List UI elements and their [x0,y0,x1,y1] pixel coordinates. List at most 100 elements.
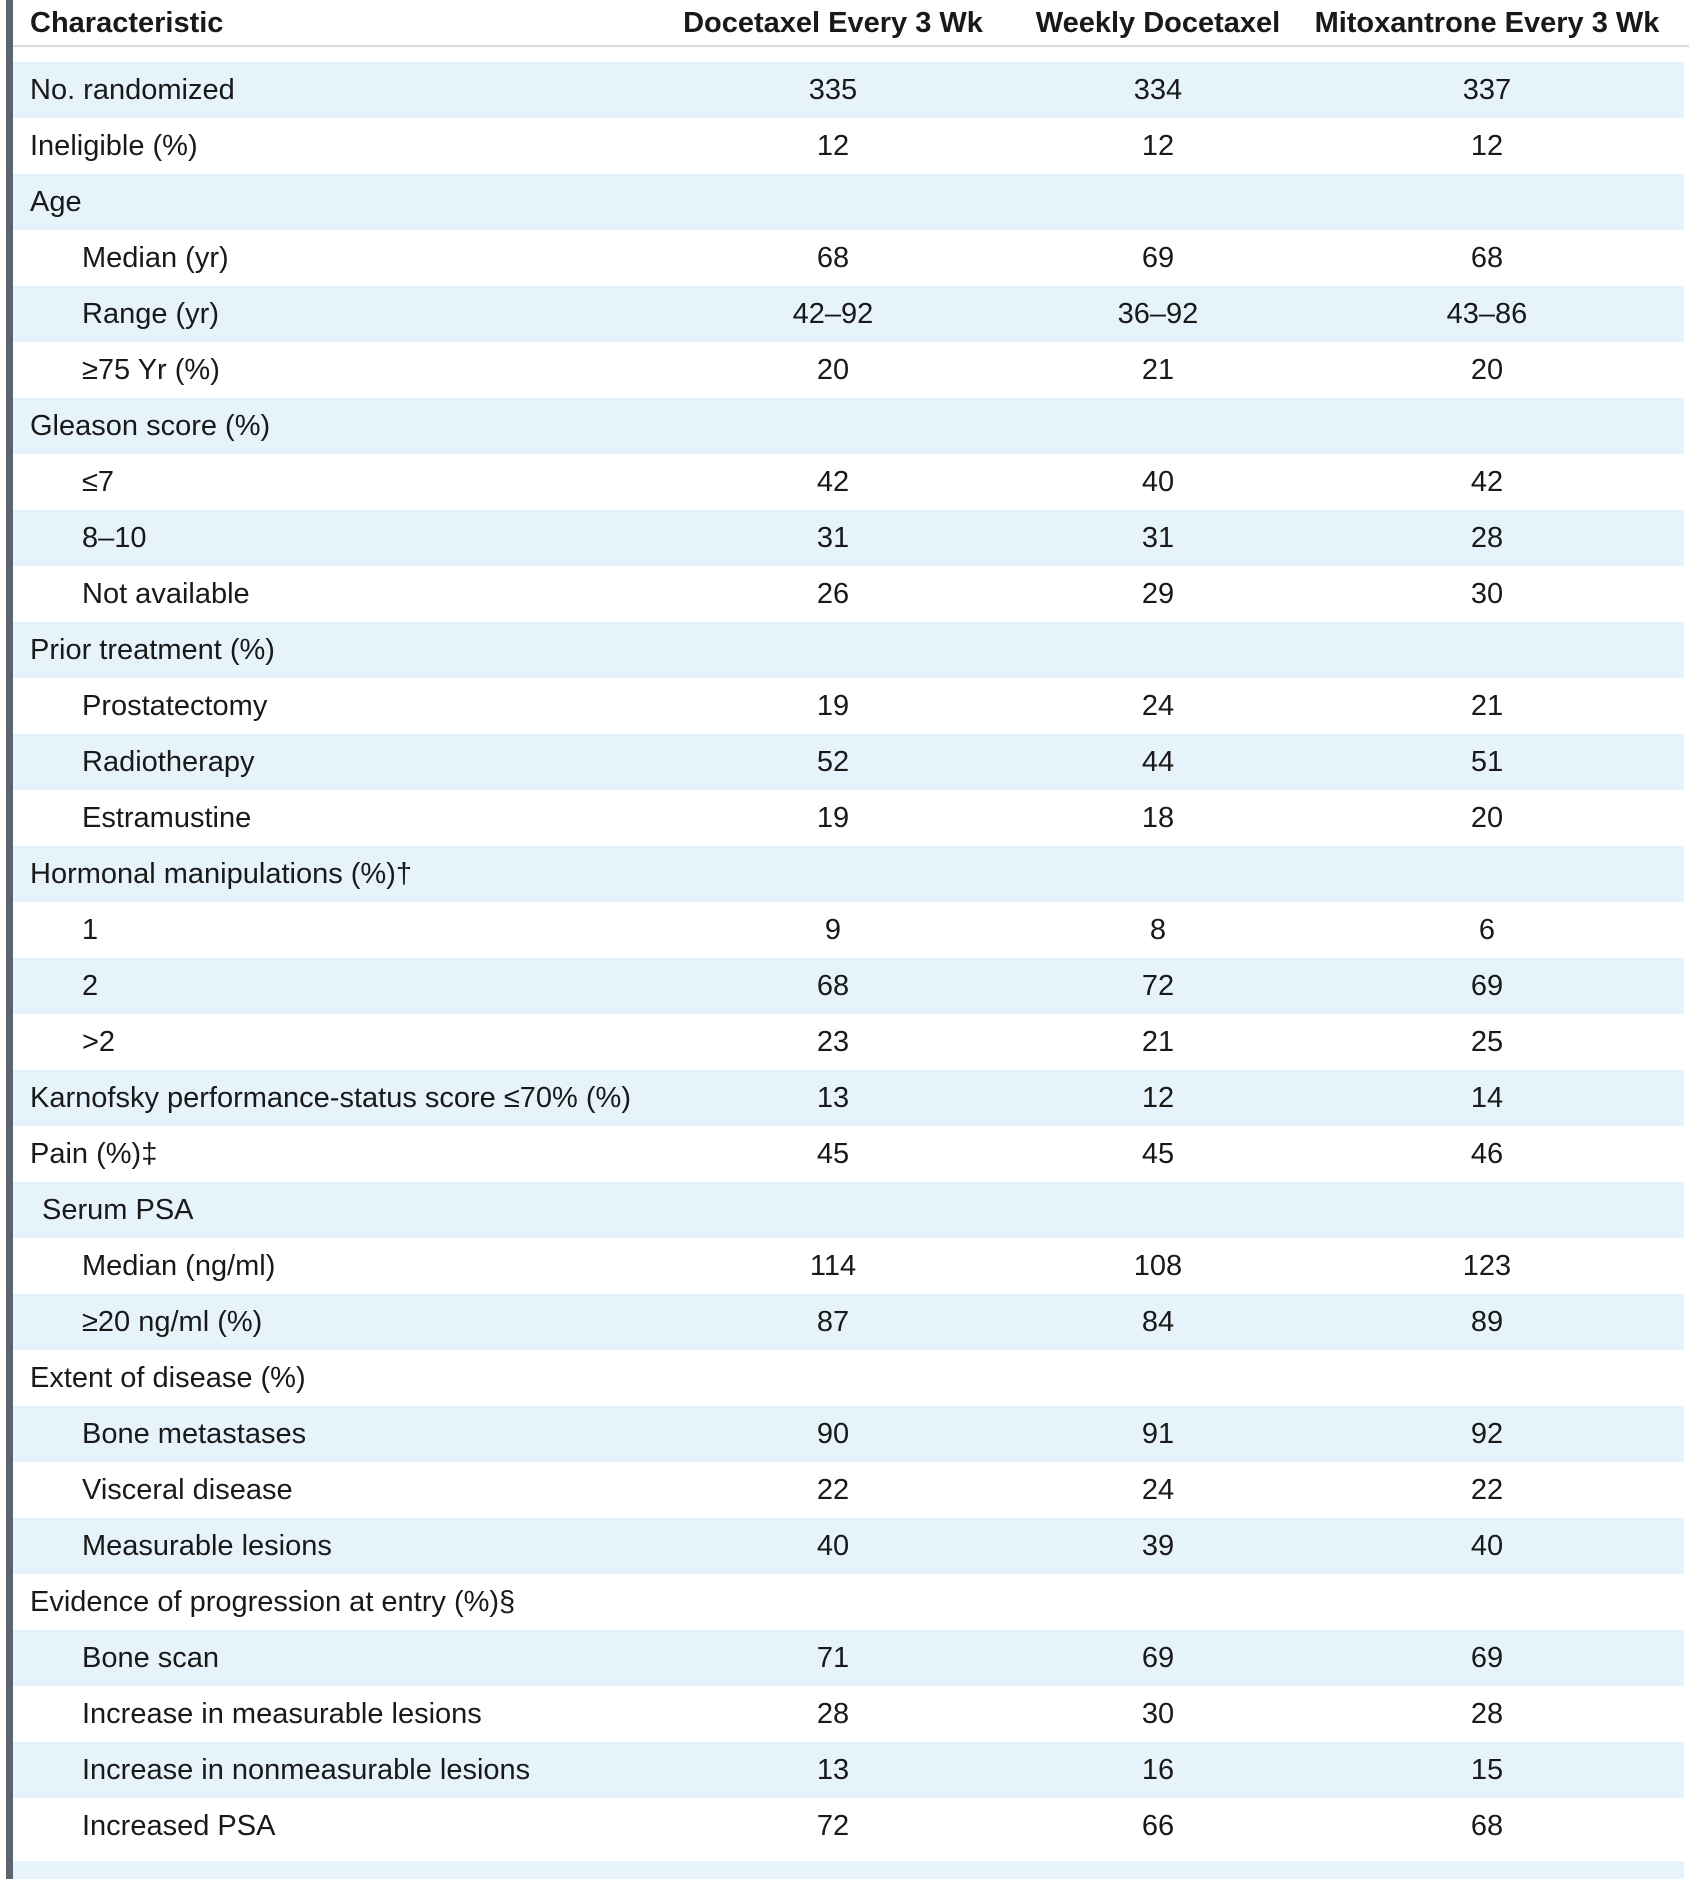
row-label: Not available [82,578,250,610]
table-row: Bone metastases 90 91 92 [13,1406,1684,1462]
row-value: 23 [816,1026,850,1058]
row-value: 36–92 [1117,298,1199,330]
table-row: Increase in measurable lesions 28 30 28 [13,1686,1684,1742]
row-value: 92 [1470,1418,1504,1450]
row-value: 25 [1470,1026,1504,1058]
row-value: 44 [1141,746,1175,778]
row-value: 19 [816,802,850,834]
table-row: Prostatectomy 19 24 21 [13,678,1684,734]
table-row: Radiotherapy 52 44 51 [13,734,1684,790]
row-value: 72 [816,1810,850,1842]
row-value: 21 [1470,690,1504,722]
row-value: 24 [1141,1474,1175,1506]
row-value: 9 [824,914,842,946]
row-label: Increase in measurable lesions [82,1698,482,1730]
row-value: 15 [1470,1754,1504,1786]
row-label: ≤7 [82,466,115,498]
row-value: 40 [816,1530,850,1562]
row-value: 21 [1141,354,1175,386]
row-label: Visceral disease [82,1474,293,1506]
row-value: 21 [1141,1026,1175,1058]
row-value: 12 [1141,1082,1175,1114]
row-label: Karnofsky performance-status score ≤70% … [30,1082,631,1114]
row-value: 68 [1470,1810,1504,1842]
row-value: 31 [1141,522,1175,554]
column-header-docetaxel-every-3-wk: Docetaxel Every 3 Wk [683,7,983,39]
table-row: Increase in nonmeasurable lesions 13 16 15 [13,1742,1684,1798]
row-value: 13 [816,1082,850,1114]
row-label: Evidence of progression at entry (%)§ [30,1586,516,1618]
row-value: 114 [809,1250,857,1282]
table-row: Gleason score (%) [13,398,1684,454]
row-label: Measurable lesions [82,1530,332,1562]
row-value: 87 [816,1306,850,1338]
table-row: ≥75 Yr (%) 20 21 20 [13,342,1684,398]
row-value: 6 [1478,914,1496,946]
row-value: 12 [1141,130,1175,162]
row-label: >2 [82,1026,116,1058]
row-value: 8 [1149,914,1167,946]
table-row: Measurable lesions 40 39 40 [13,1518,1684,1574]
row-value: 335 [808,74,858,106]
table-row: Extent of disease (%) [13,1350,1684,1406]
row-value: 30 [1470,578,1504,610]
row-value: 334 [1133,74,1183,106]
row-value: 31 [816,522,850,554]
row-value: 42 [816,466,850,498]
table-row: Age [13,174,1684,230]
bottom-stripe [13,1861,1684,1879]
row-label: 2 [82,970,99,1002]
table-row: 2 68 72 69 [13,958,1684,1014]
row-value: 39 [1141,1530,1175,1562]
row-value: 42 [1470,466,1504,498]
table-row: Increased PSA 72 66 68 [13,1798,1684,1854]
table-row: 8–10 31 31 28 [13,510,1684,566]
row-label: Hormonal manipulations (%)† [30,858,412,890]
row-label: Bone metastases [82,1418,307,1450]
row-value: 90 [816,1418,850,1450]
row-value: 69 [1141,242,1175,274]
table-row: Median (ng/ml) 114 108 123 [13,1238,1684,1294]
table-row: Median (yr) 68 69 68 [13,230,1684,286]
row-value: 42–92 [792,298,874,330]
table-row: Pain (%)‡ 45 45 46 [13,1126,1684,1182]
row-label: Median (yr) [82,242,229,274]
row-value: 18 [1141,802,1175,834]
row-label: Median (ng/ml) [82,1250,276,1282]
table-row: Karnofsky performance-status score ≤70% … [13,1070,1684,1126]
row-value: 69 [1470,1642,1504,1674]
table-row: Ineligible (%) 12 12 12 [13,118,1684,174]
row-value: 26 [816,578,850,610]
column-header-weekly-docetaxel: Weekly Docetaxel [1035,7,1281,39]
row-label: 8–10 [82,522,147,554]
row-label: 1 [82,914,99,946]
row-value: 28 [1470,522,1504,554]
row-label: Extent of disease (%) [30,1362,306,1394]
table-row: Visceral disease 22 24 22 [13,1462,1684,1518]
row-value: 19 [816,690,850,722]
row-label: Serum PSA [42,1194,194,1226]
row-value: 89 [1470,1306,1504,1338]
row-label: Range (yr) [82,298,219,330]
row-label: Ineligible (%) [30,130,198,162]
table-row: Serum PSA [13,1182,1684,1238]
row-value: 68 [816,242,850,274]
row-value: 22 [1470,1474,1504,1506]
row-label: Increase in nonmeasurable lesions [82,1754,531,1786]
row-value: 337 [1462,74,1512,106]
row-label: Age [30,186,82,218]
table-row: Evidence of progression at entry (%)§ [13,1574,1684,1630]
row-label: Radiotherapy [82,746,255,778]
row-value: 20 [1470,802,1504,834]
row-value: 43–86 [1446,298,1528,330]
row-value: 51 [1470,746,1504,778]
row-label: Increased PSA [82,1810,276,1842]
row-value: 12 [1470,130,1504,162]
table-header-row: Characteristic Docetaxel Every 3 Wk Week… [13,0,1689,62]
row-value: 20 [1470,354,1504,386]
table-row: Not available 26 29 30 [13,566,1684,622]
row-value: 46 [1470,1138,1504,1170]
row-value: 123 [1462,1250,1512,1282]
row-value: 29 [1141,578,1175,610]
